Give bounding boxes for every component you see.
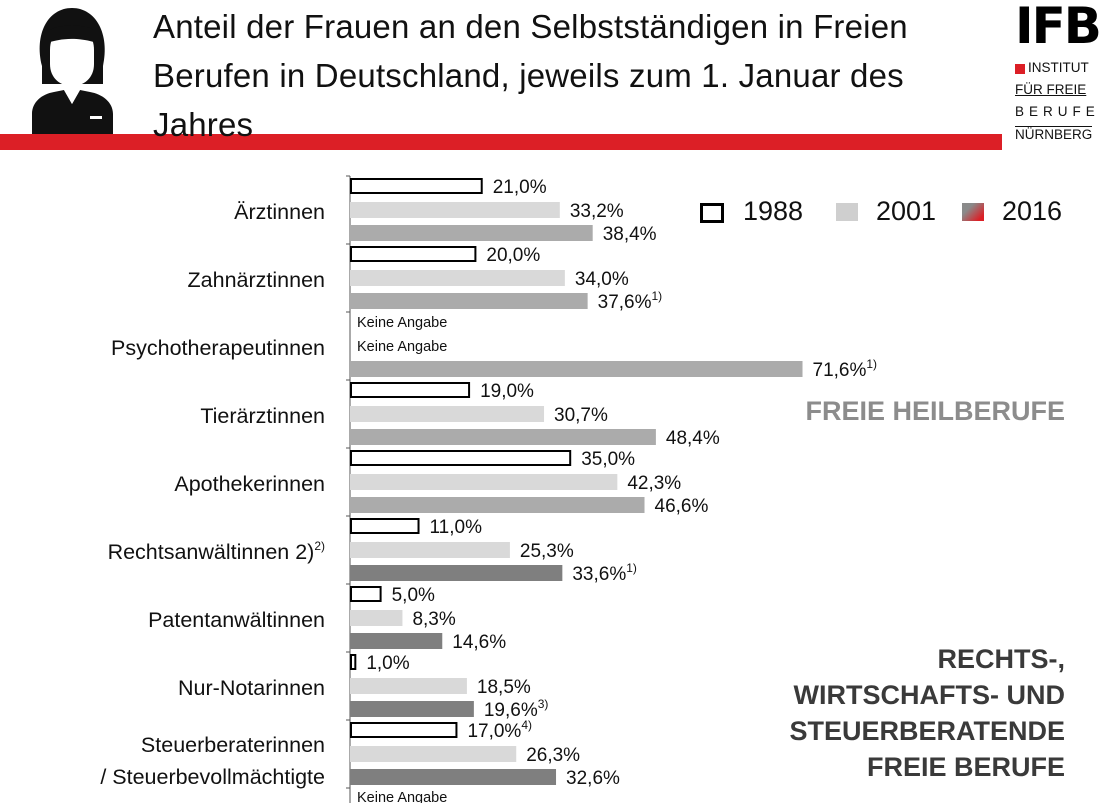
value-label: 35,0% — [581, 449, 635, 470]
bar-2016 — [350, 225, 593, 241]
category-footnote: 2) — [314, 539, 325, 553]
bar-1988 — [350, 518, 420, 534]
category-label: Steuerberaterinnen — [141, 733, 325, 757]
woman-avatar-icon — [32, 8, 113, 134]
value-label: 38,4% — [603, 224, 657, 245]
category-label: Ärztinnen — [234, 200, 325, 224]
value-label: 19,6%3) — [484, 697, 549, 721]
logo-red-square — [1015, 64, 1025, 74]
legend-label-1988: 1988 — [743, 196, 804, 226]
logo-ifb-text: IFB — [1015, 0, 1102, 55]
value-label: 18,5% — [477, 677, 531, 698]
value-label: 34,0% — [575, 269, 629, 290]
section-line-4: FREIE BERUFE — [866, 752, 1065, 782]
section-line-3: STEUERBERATENDE — [789, 716, 1065, 746]
bar-2001 — [350, 474, 618, 490]
bar-2016 — [350, 429, 656, 445]
bar-2001 — [350, 406, 545, 422]
bar-1988 — [350, 586, 382, 602]
bar-2001 — [350, 202, 560, 218]
ifb-logo: IFB INSTITUT FÜR FREIE BERUFE NÜRNBERG — [1007, 0, 1110, 150]
bar-1988 — [350, 178, 483, 194]
category-label: Patentanwältinnen — [148, 608, 325, 632]
category-label: / Steuerbevollmächtigte — [100, 765, 325, 789]
bar-1988 — [350, 722, 458, 738]
value-footnote: 3) — [538, 697, 549, 711]
value-label: 20,0% — [486, 245, 540, 266]
legend-swatch-1988 — [700, 203, 724, 223]
value-label: 8,3% — [412, 609, 455, 630]
value-footnote: 1) — [866, 357, 877, 371]
value-label: 11,0% — [430, 517, 483, 538]
bar-2016 — [350, 565, 563, 581]
bar-2016 — [350, 633, 443, 649]
value-label: 32,6% — [566, 768, 620, 789]
no-data-label: Keine Angabe — [357, 315, 447, 331]
bar-1988 — [350, 382, 471, 398]
value-label: 30,7% — [554, 405, 608, 426]
value-label: 1,0% — [366, 653, 409, 674]
value-label: 25,3% — [520, 541, 574, 562]
legend-label-2016: 2016 — [1002, 196, 1063, 226]
value-label: 26,3% — [526, 745, 580, 766]
section-line-2: WIRTSCHAFTS- UND — [793, 680, 1065, 710]
value-footnote: 1) — [652, 289, 663, 303]
bar-2016 — [350, 701, 474, 717]
value-footnote: 4) — [521, 718, 532, 732]
logo-line-1: INSTITUT — [1028, 60, 1089, 75]
value-label: 5,0% — [392, 585, 435, 606]
no-data-label: Keine Angabe — [357, 339, 447, 355]
category-label: Rechtsanwältinnen 2)2) — [108, 539, 325, 564]
bar-1988 — [350, 246, 477, 262]
legend-swatch-2016 — [962, 203, 984, 221]
bar-2001 — [350, 610, 403, 626]
category-label: Tierärztinnen — [200, 404, 325, 428]
logo-line-4: NÜRNBERG — [1015, 126, 1093, 142]
value-label: 21,0% — [493, 177, 547, 198]
legend-swatch-2001 — [836, 203, 858, 221]
bar-2001 — [350, 542, 510, 558]
bar-2016 — [350, 769, 557, 785]
section-label-rechtsberufe: RECHTS-, WIRTSCHAFTS- UND STEUERBERATEND… — [720, 641, 1065, 785]
value-label: 17,0%4) — [467, 718, 532, 742]
section-line-1: RECHTS-, — [937, 644, 1066, 674]
bar-1988 — [350, 450, 572, 466]
bar-2016 — [350, 497, 645, 513]
category-label: Psychotherapeutinnen — [111, 336, 325, 360]
bar-2001 — [350, 746, 517, 762]
value-label: 37,6%1) — [598, 289, 663, 313]
category-label: Apothekerinnen — [174, 472, 325, 496]
no-data-label: Keine Angabe — [357, 790, 447, 803]
category-label: Nur-Notarinnen — [178, 676, 325, 700]
value-label: 19,0% — [480, 381, 534, 402]
legend-label-2001: 2001 — [876, 196, 937, 226]
page-title: Anteil der Frauen an den Selbstständigen… — [153, 8, 908, 143]
category-label: Zahnärztinnen — [188, 268, 325, 292]
bar-2001 — [350, 270, 565, 286]
value-label: 71,6%1) — [813, 357, 878, 381]
value-label: 33,6%1) — [572, 561, 637, 585]
value-label: 14,6% — [452, 632, 506, 653]
bar-1988 — [350, 654, 357, 670]
value-footnote: 1) — [626, 561, 637, 575]
header-red-bar — [0, 134, 1002, 150]
value-label: 42,3% — [627, 473, 681, 494]
value-label: 48,4% — [666, 428, 720, 449]
bar-2016 — [350, 361, 803, 377]
bar-2016 — [350, 293, 588, 309]
logo-line-2: FÜR FREIE — [1015, 82, 1087, 97]
value-label: 33,2% — [570, 201, 624, 222]
logo-line-3: BERUFE — [1015, 104, 1100, 119]
section-label-heilberufe: FREIE HEILBERUFE — [805, 396, 1065, 426]
value-label: 46,6% — [655, 496, 709, 517]
bar-2001 — [350, 678, 467, 694]
